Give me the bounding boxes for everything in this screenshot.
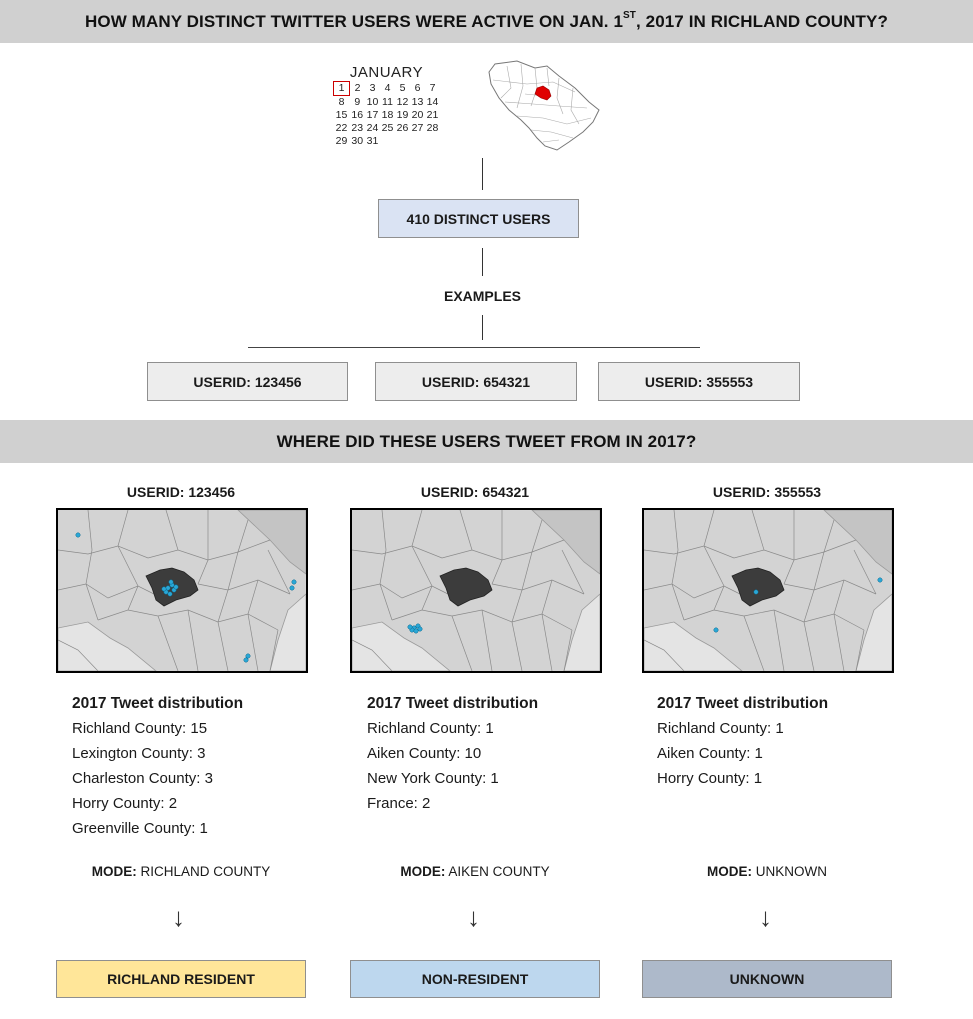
calendar-day: 18 bbox=[381, 109, 394, 121]
down-arrow-icon: ↓ bbox=[467, 902, 480, 932]
calendar-day: 6 bbox=[414, 82, 421, 94]
tweet-distribution-2: 2017 Tweet distribution Richland County:… bbox=[367, 691, 538, 816]
mode-label-3: MODE: UNKNOWN bbox=[707, 864, 827, 879]
calendar-day: 23 bbox=[351, 122, 364, 134]
user-map-3 bbox=[642, 508, 894, 673]
calendar-day: 2 bbox=[354, 82, 361, 94]
calendar-day: 20 bbox=[411, 109, 424, 121]
calendar-day: 26 bbox=[396, 122, 409, 134]
calendar-day: 16 bbox=[351, 109, 364, 121]
example-user-box-3: USERID: 355553 bbox=[598, 362, 800, 401]
example-user-box-2: USERID: 654321 bbox=[375, 362, 577, 401]
calendar-day: 4 bbox=[384, 82, 391, 94]
connector-line bbox=[482, 248, 483, 276]
tweet-distribution-3: 2017 Tweet distribution Richland County:… bbox=[657, 691, 828, 791]
distribution-item: New York County: 1 bbox=[367, 770, 499, 787]
calendar-day bbox=[380, 135, 395, 148]
calendar-day: 30 bbox=[351, 135, 364, 147]
state-map bbox=[487, 58, 602, 153]
section-banner: WHERE DID THESE USERS TWEET FROM IN 2017… bbox=[0, 420, 973, 463]
calendar-day bbox=[425, 135, 440, 148]
calendar-day: 17 bbox=[366, 109, 379, 121]
distribution-item: Richland County: 15 bbox=[72, 720, 208, 737]
calendar-day: 27 bbox=[411, 122, 424, 134]
distribution-item: Richland County: 1 bbox=[657, 720, 784, 737]
calendar-day: 22 bbox=[335, 122, 348, 134]
calendar-grid: 1 2 3 4 5 6 7 8 9 10 11 12 13 14 15 16 17 18 19 20 21 22 23 24 2… bbox=[333, 81, 440, 148]
mode-label-1: MODE: RICHLAND COUNTY bbox=[91, 864, 271, 879]
result-box-1: RICHLAND RESIDENT bbox=[56, 960, 306, 998]
calendar-day: 15 bbox=[335, 109, 348, 121]
calendar-day: 24 bbox=[366, 122, 379, 134]
calendar-day: 31 bbox=[366, 135, 379, 147]
examples-label: EXAMPLES bbox=[443, 288, 521, 304]
calendar-day bbox=[395, 135, 410, 148]
question-banner: HOW MANY DISTINCT TWITTER USERS WERE ACT… bbox=[0, 0, 973, 43]
user-title-1: USERID: 123456 bbox=[126, 484, 236, 500]
user-map-1 bbox=[56, 508, 308, 673]
user-map-2 bbox=[350, 508, 602, 673]
distribution-item: Greenville County: 1 bbox=[72, 820, 208, 837]
calendar-day: 29 bbox=[335, 135, 348, 147]
down-arrow-icon: ↓ bbox=[759, 902, 772, 932]
calendar-day: 1 bbox=[333, 81, 350, 96]
calendar-day: 12 bbox=[396, 95, 409, 108]
connector-line bbox=[482, 158, 483, 190]
calendar-day: 8 bbox=[338, 96, 345, 108]
distribution-item: Richland County: 1 bbox=[367, 720, 494, 737]
distribution-item: Horry County: 1 bbox=[657, 770, 763, 787]
connector-line bbox=[482, 315, 483, 340]
calendar-month: JANUARY bbox=[349, 64, 424, 81]
calendar-day: 9 bbox=[354, 95, 361, 108]
distribution-item: France: 2 bbox=[367, 795, 431, 812]
calendar-day: 10 bbox=[366, 95, 379, 108]
down-arrow-icon: ↓ bbox=[172, 902, 185, 932]
distribution-heading: 2017 Tweet distribution bbox=[367, 695, 539, 712]
calendar: JANUARY 1 2 3 4 5 6 7 8 9 10 11 12 13 14 15 16 17 18 19 20 2… bbox=[333, 64, 440, 148]
user-title-3: USERID: 355553 bbox=[712, 484, 822, 500]
calendar-day: 7 bbox=[429, 82, 436, 94]
example-user-box-1: USERID: 123456 bbox=[147, 362, 348, 401]
mode-label-2: MODE: AIKEN COUNTY bbox=[400, 864, 550, 879]
calendar-day: 28 bbox=[426, 122, 439, 134]
calendar-day: 25 bbox=[381, 122, 394, 134]
distribution-heading: 2017 Tweet distribution bbox=[72, 695, 244, 712]
section-title: WHERE DID THESE USERS TWEET FROM IN 2017… bbox=[276, 431, 697, 451]
result-box-2: NON-RESIDENT bbox=[350, 960, 600, 998]
branch-line bbox=[248, 347, 700, 348]
distribution-item: Charleston County: 3 bbox=[72, 770, 213, 787]
calendar-day: 13 bbox=[411, 95, 424, 108]
distribution-heading: 2017 Tweet distribution bbox=[657, 695, 829, 712]
result-box-3: UNKNOWN bbox=[642, 960, 892, 998]
distribution-item: Aiken County: 10 bbox=[367, 745, 482, 762]
calendar-day: 11 bbox=[382, 95, 393, 108]
tweet-distribution-1: 2017 Tweet distribution Richland County:… bbox=[72, 691, 243, 841]
calendar-day: 14 bbox=[426, 95, 439, 108]
distribution-item: Horry County: 2 bbox=[72, 795, 178, 812]
richland-county-highlight bbox=[534, 85, 552, 101]
calendar-day: 21 bbox=[426, 109, 439, 121]
calendar-day bbox=[410, 135, 425, 148]
question-text: HOW MANY DISTINCT TWITTER USERS WERE ACT… bbox=[85, 9, 888, 31]
distinct-users-label: 410 DISTINCT USERS bbox=[406, 210, 551, 227]
calendar-day: 19 bbox=[396, 109, 409, 121]
distribution-item: Lexington County: 3 bbox=[72, 745, 206, 762]
distinct-users-box: 410 DISTINCT USERS bbox=[378, 199, 579, 238]
calendar-day: 5 bbox=[399, 82, 406, 94]
distribution-item: Aiken County: 1 bbox=[657, 745, 763, 762]
user-title-2: USERID: 654321 bbox=[420, 484, 530, 500]
calendar-day: 3 bbox=[369, 82, 376, 94]
